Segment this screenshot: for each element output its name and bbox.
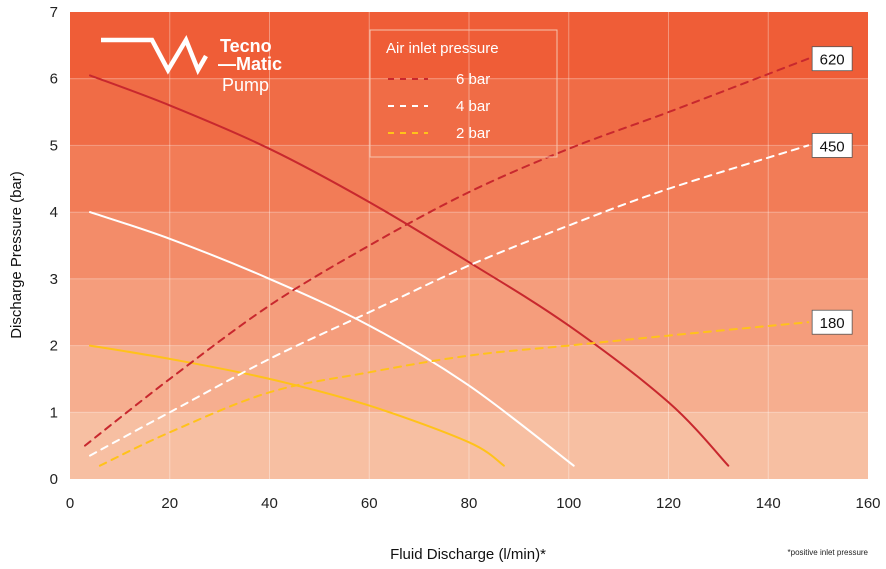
series-6-bar-pressure-curve	[89, 74, 730, 467]
x-tick-label: 160	[855, 495, 880, 512]
x-tick-label: 60	[361, 495, 378, 512]
curve-end-labels: 620 450 180	[811, 46, 853, 335]
y-tick-label: 4	[50, 204, 58, 221]
x-tick-label: 0	[66, 495, 74, 512]
legend-entry-4bar: 4 bar	[456, 98, 490, 115]
series-2-bar-air-consumption	[98, 321, 810, 467]
end-label-box-450	[811, 133, 853, 158]
band-2	[70, 278, 868, 346]
tecnomatic-logo: Tecno —Matic Pump	[101, 34, 282, 95]
x-tick-label: 120	[656, 495, 681, 512]
band-1	[70, 345, 868, 413]
logo-line2: —Matic	[218, 54, 282, 74]
series-6-bar-air-consumption	[84, 57, 810, 447]
legend-title: Air inlet pressure	[386, 40, 499, 57]
legend-entry-6bar: 6 bar	[456, 71, 490, 88]
band-6	[70, 12, 868, 79]
x-axis-title: Fluid Discharge (l/min)*	[390, 546, 546, 563]
y-tick-label: 5	[50, 137, 58, 154]
end-label-620: 620	[820, 52, 845, 69]
legend-box	[369, 29, 558, 158]
legend: Air inlet pressure 6 bar 4 bar 2 bar	[369, 29, 558, 158]
legend-entry-2bar: 2 bar	[456, 125, 490, 142]
end-label-450: 450	[820, 138, 845, 155]
logo-line1: Tecno	[220, 36, 272, 56]
band-0	[70, 412, 868, 479]
y-tick-label: 3	[50, 271, 58, 288]
y-tick-label: 2	[50, 338, 58, 355]
y-axis-ticks: 0 1 2 3 4 5 6 7	[50, 4, 58, 488]
y-axis-title: Discharge Pressure (bar)	[8, 171, 25, 339]
y-tick-label: 0	[50, 471, 58, 488]
end-label-box-620	[811, 46, 853, 72]
y-tick-label: 6	[50, 71, 58, 88]
y-tick-label: 7	[50, 4, 58, 21]
footnote: *positive inlet pressure	[787, 548, 868, 557]
x-tick-label: 100	[556, 495, 581, 512]
series-4-bar-air-consumption	[89, 144, 810, 457]
data-curves	[84, 57, 810, 467]
pressure-bands	[70, 12, 868, 479]
y-tick-label: 1	[50, 404, 58, 421]
band-3	[70, 212, 868, 279]
end-label-180: 180	[820, 315, 845, 332]
x-axis-ticks: 0 20 40 60 80 100 120 140 160	[66, 495, 881, 512]
end-label-box-180	[811, 309, 853, 335]
x-tick-label: 20	[161, 495, 178, 512]
x-tick-label: 140	[756, 495, 781, 512]
grid-lines	[70, 12, 868, 479]
series-4-bar-pressure-curve	[89, 211, 575, 467]
series-2-bar-pressure-curve	[89, 344, 505, 467]
band-5	[70, 78, 868, 146]
x-tick-label: 80	[461, 495, 478, 512]
logo-line3: Pump	[222, 75, 269, 95]
x-tick-label: 40	[261, 495, 278, 512]
